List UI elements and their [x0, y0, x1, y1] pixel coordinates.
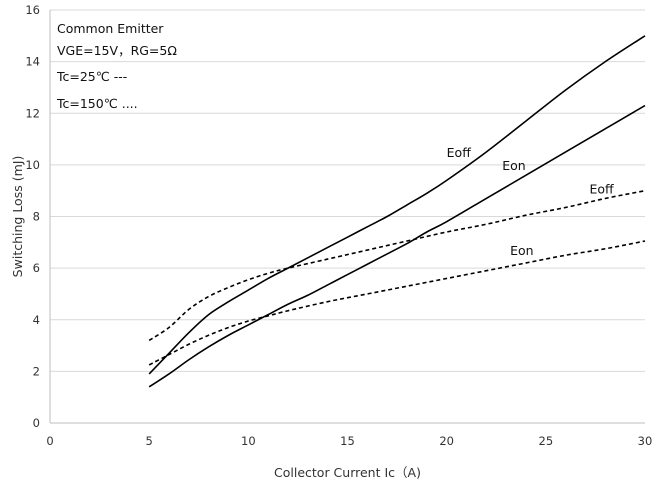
y-tick-label: 0 [33, 416, 40, 430]
y-tick-label: 4 [33, 313, 40, 327]
x-axis-title: Collector Current Ic（A) [274, 465, 421, 480]
x-tick-label: 10 [241, 434, 256, 448]
series-label-eoff: Eoff [589, 181, 614, 196]
tc25-eoff-curve [148, 189, 646, 342]
x-tick-label: 30 [638, 434, 653, 448]
series-label-eon: Eon [510, 243, 533, 258]
annotation-line: VGE=15V，RG=5Ω [57, 43, 177, 58]
series-label-eoff: Eoff [447, 145, 472, 160]
tc25-eon-curve [148, 240, 646, 366]
y-tick-label: 2 [33, 364, 40, 378]
y-tick-label: 14 [25, 55, 40, 69]
y-tick-label: 12 [25, 106, 40, 120]
x-tick-label: 0 [46, 434, 53, 448]
x-tick-label: 15 [340, 434, 355, 448]
series-labels: Eoff Eon Eoff Eon [447, 145, 614, 258]
y-axis-title: Switching Loss (mJ) [10, 156, 25, 278]
tick-labels: 0 2 4 6 8 10 12 14 16 0 5 10 15 20 25 30 [25, 3, 652, 448]
annotation-line: Common Emitter [57, 21, 164, 36]
annotation-line: Tc=150℃ .... [56, 96, 138, 111]
y-tick-label: 16 [25, 3, 40, 17]
y-tick-label: 6 [33, 261, 40, 275]
annotation-line: Tc=25℃ --- [56, 69, 127, 84]
axes [49, 10, 645, 424]
y-tick-label: 8 [33, 210, 40, 224]
tc150-eoff-curve [148, 35, 646, 375]
tc150-eon-curve [148, 104, 646, 388]
x-tick-label: 5 [146, 434, 153, 448]
annotations: Common Emitter VGE=15V，RG=5Ω Tc=25℃ --- Tc=… [56, 21, 177, 111]
x-tick-label: 25 [539, 434, 554, 448]
series-label-eon: Eon [502, 158, 525, 173]
x-tick-label: 20 [439, 434, 454, 448]
y-tick-label: 10 [25, 158, 40, 172]
curves [148, 35, 646, 388]
grid-lines [50, 9, 645, 372]
